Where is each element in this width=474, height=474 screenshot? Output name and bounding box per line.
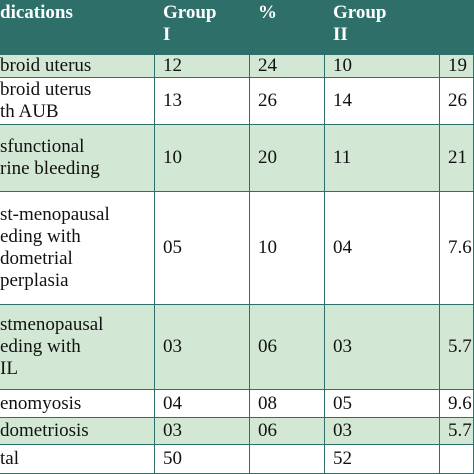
cell-text: sfunctional (0, 136, 85, 157)
table-cell (440, 445, 474, 474)
cell-text: 5.7 (448, 420, 472, 441)
table-cell: broid uterus (0, 55, 155, 78)
cell-text: % (258, 2, 277, 23)
table-cell: broid uterus th AUB (0, 78, 155, 125)
table-cell: 06 (250, 418, 325, 445)
cell-text: 06 (258, 420, 277, 441)
table-cell: 26 (250, 78, 325, 125)
table-cell: 14 (325, 78, 440, 125)
table-cell: 05 (325, 390, 440, 418)
cell-text: 52 (333, 448, 352, 469)
table-cell: tal (0, 445, 155, 474)
cell-text: 10 (163, 147, 182, 168)
table-cell: 10 (325, 55, 440, 78)
header-cell: dications (0, 0, 155, 55)
table-cell: 03 (325, 418, 440, 445)
cell-text: 14 (333, 90, 352, 111)
cell-text: 5.7 (448, 336, 472, 357)
cell-text: 12 (163, 55, 182, 76)
table-cell: 04 (325, 192, 440, 305)
cell-text: st-menopausal (0, 204, 110, 225)
cell-text: 10 (333, 55, 352, 76)
table-cell: 05 (155, 192, 250, 305)
table-cell: 5.7 (440, 418, 474, 445)
table-cell: 11 (325, 125, 440, 192)
cell-text: 08 (258, 392, 277, 414)
cell-text: 03 (333, 420, 352, 441)
table-cell: sfunctional rine bleeding (0, 125, 155, 192)
cell-text: rine bleeding (0, 158, 100, 179)
cell-text: eding with (0, 226, 81, 247)
cell-text: 24 (258, 55, 277, 76)
table-cell: 5.7 (440, 305, 474, 390)
cell-text: IL (0, 358, 18, 379)
table-cell: 03 (325, 305, 440, 390)
cell-text: 10 (258, 237, 277, 258)
table-cell: st-menopausal eding with dometrial perplasi… (0, 192, 155, 305)
cell-text: 21 (448, 147, 467, 168)
table-cell: enomyosis (0, 390, 155, 418)
table-cell: 21 (440, 125, 474, 192)
cell-text: 9.6 (448, 392, 472, 414)
cell-text: 03 (333, 336, 352, 357)
table-cell: 13 (155, 78, 250, 125)
cell-text: broid uterus (0, 55, 92, 76)
cell-text: I (163, 24, 171, 45)
header-cell: % (250, 0, 325, 55)
cell-text: stmenopausal (0, 314, 104, 335)
cell-text: II (333, 24, 348, 45)
cell-text: 26 (258, 90, 277, 111)
header-cell: Group I (155, 0, 250, 55)
cell-text: 11 (333, 147, 352, 168)
cell-text: 04 (333, 237, 352, 258)
table-cell (250, 445, 325, 474)
table-cell: 19 (440, 55, 474, 78)
table-cell: 03 (155, 418, 250, 445)
cell-text: 05 (163, 237, 182, 258)
table-cell: 04 (155, 390, 250, 418)
cell-text: perplasia (0, 270, 69, 291)
table-cell: 06 (250, 305, 325, 390)
table-cell: dometriosis (0, 418, 155, 445)
cell-text: 7.6 (448, 237, 472, 258)
cell-text: 13 (163, 90, 182, 111)
table-cell: 26 (440, 78, 474, 125)
table-cell: 50 (155, 445, 250, 474)
cell-text: broid uterus (0, 79, 92, 100)
cell-text: 20 (258, 147, 277, 168)
table-cell: 20 (250, 125, 325, 192)
table-cell: 9.6 (440, 390, 474, 418)
table-cell: 52 (325, 445, 440, 474)
table-cell: 10 (250, 192, 325, 305)
cell-text: 26 (448, 90, 467, 111)
cell-text: dications (0, 2, 73, 23)
table-cell: 12 (155, 55, 250, 78)
cell-text: dometriosis (0, 420, 89, 441)
cell-text: tal (0, 448, 19, 469)
cell-text: Group (333, 2, 387, 23)
cell-text: th AUB (0, 101, 59, 122)
header-cell (440, 0, 474, 55)
table-cell: 03 (155, 305, 250, 390)
cell-text: 03 (163, 420, 182, 441)
table-cell: stmenopausal eding with IL (0, 305, 155, 390)
header-cell: Group II (325, 0, 440, 55)
cell-text: eding with (0, 336, 81, 357)
cell-text: enomyosis (0, 392, 82, 414)
cell-text: 50 (163, 448, 182, 469)
cell-text: 06 (258, 336, 277, 357)
cell-text: 03 (163, 336, 182, 357)
table-cell: 7.6 (440, 192, 474, 305)
table-cell: 10 (155, 125, 250, 192)
cell-text: dometrial (0, 248, 73, 269)
cell-text: Group (163, 2, 217, 23)
table-cell: 24 (250, 55, 325, 78)
cell-text: 19 (448, 55, 467, 76)
table-cell: 08 (250, 390, 325, 418)
cell-text: 04 (163, 392, 182, 414)
cell-text: 05 (333, 392, 352, 414)
